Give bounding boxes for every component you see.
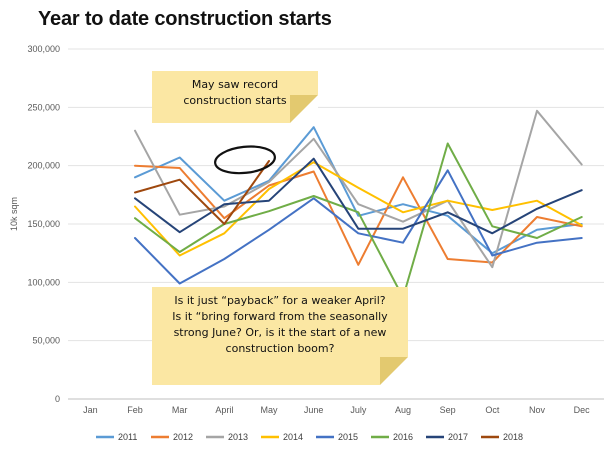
legend-label: 2016 — [393, 432, 413, 442]
series-lines — [134, 109, 583, 299]
legend-label: 2018 — [503, 432, 523, 442]
x-tick-label: Aug — [395, 405, 411, 415]
y-tick-label: 50,000 — [32, 336, 60, 346]
legend-label: 2012 — [173, 432, 193, 442]
x-tick-label: Dec — [574, 405, 591, 415]
series-line-2017 — [134, 157, 583, 235]
legend-label: 2017 — [448, 432, 468, 442]
annotation-line: construction starts — [183, 94, 287, 107]
x-axis-ticks: Jan Feb Mar April May June July Aug Sep Oct Nov Dec — [83, 405, 590, 415]
y-tick-label: 200,000 — [27, 161, 60, 171]
x-tick-label: Feb — [127, 405, 143, 415]
series-line-2016 — [134, 142, 583, 299]
x-tick-label: July — [350, 405, 367, 415]
series-line-2015 — [134, 169, 583, 285]
series-line-2011 — [134, 126, 583, 255]
annotation-line: construction boom? — [225, 342, 335, 355]
y-tick-label: 300,000 — [27, 44, 60, 54]
y-tick-label: 250,000 — [27, 102, 60, 112]
series-line-2014 — [134, 161, 583, 257]
chart-title: Year to date construction starts — [38, 8, 332, 30]
x-tick-label: Sep — [440, 405, 456, 415]
annotation-note-record: May saw record construction starts — [152, 71, 318, 123]
x-tick-label: Mar — [172, 405, 188, 415]
note-fold-corner — [290, 95, 318, 123]
annotation-line: Is it just “payback” for a weaker April? — [174, 294, 386, 307]
series-line-2018 — [134, 160, 270, 225]
annotation-line: strong June? Or, is it the start of a ne… — [173, 326, 387, 339]
x-tick-label: Nov — [529, 405, 546, 415]
series-line-2012 — [134, 164, 583, 266]
x-tick-label: May — [260, 405, 278, 415]
y-tick-label: 0 — [55, 394, 60, 404]
y-axis-ticks: 0 50,000 100,000 150,000 200,000 250,000 300,0… — [27, 44, 60, 404]
x-tick-label: Oct — [485, 405, 500, 415]
y-tick-label: 150,000 — [27, 219, 60, 229]
annotation-line: May saw record — [191, 78, 279, 91]
legend-label: 2011 — [118, 432, 137, 442]
y-axis-label: 10k sqm — [9, 197, 19, 231]
x-tick-label: April — [215, 405, 233, 415]
legend: 2011 2012 2013 2014 2015 2016 2017 2018 — [96, 432, 523, 442]
note-fold-corner — [380, 357, 408, 385]
x-tick-label: June — [304, 405, 324, 415]
x-tick-label: Jan — [83, 405, 98, 415]
legend-label: 2014 — [283, 432, 303, 442]
y-tick-label: 100,000 — [27, 277, 60, 287]
annotation-note-question: Is it just “payback” for a weaker April?… — [152, 287, 408, 385]
may-highlight-circle — [214, 145, 276, 175]
legend-label: 2015 — [338, 432, 358, 442]
highlight-ellipse — [214, 145, 276, 175]
legend-label: 2013 — [228, 432, 248, 442]
annotation-line: Is it “bring forward from the seasonally — [172, 310, 388, 323]
